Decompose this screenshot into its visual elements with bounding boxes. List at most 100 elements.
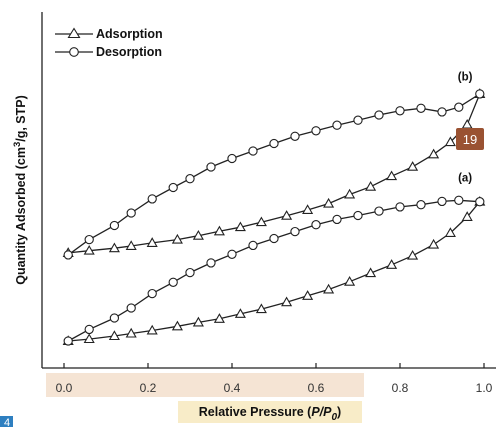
adsorption-point	[428, 148, 440, 159]
adsorption-point	[323, 197, 335, 208]
desorption-point	[353, 210, 363, 221]
adsorption-point	[344, 275, 356, 286]
desorption-point	[185, 267, 195, 278]
desorption-point	[185, 174, 195, 184]
legend-desorption-label: Desorption	[96, 45, 162, 59]
adsorption-point	[323, 283, 335, 294]
x-axis-title: Relative Pressure (P/P0)	[199, 405, 341, 423]
desorption-point	[248, 146, 258, 156]
desorption-point	[475, 197, 485, 207]
adsorption-point	[213, 225, 225, 236]
desorption-point	[269, 233, 279, 244]
legend-adsorption-label: Adsorption	[96, 27, 163, 41]
series-line-adsorption-b	[68, 93, 481, 254]
adsorption-point	[302, 204, 314, 214]
adsorption-point	[461, 118, 473, 129]
desorption-point	[353, 115, 363, 125]
adsorption-point	[108, 330, 120, 341]
desorption-point	[374, 110, 384, 120]
adsorption-point	[255, 216, 267, 227]
y-axis-title: Quantity Adsorbed (cm3/g, STP)	[12, 95, 28, 285]
desorption-point	[109, 220, 120, 231]
desorption-point	[374, 206, 384, 216]
adsorption-point	[407, 161, 419, 171]
desorption-point	[290, 131, 300, 141]
desorption-point	[290, 226, 300, 237]
desorption-point	[332, 120, 342, 130]
x-tick-label: 0.4	[224, 381, 241, 395]
desorption-point	[227, 153, 237, 164]
legend: Adsorption Desorption	[55, 27, 163, 59]
adsorption-point	[386, 259, 398, 269]
series-line-desorption-a	[67, 199, 480, 342]
adsorption-point	[146, 324, 158, 335]
desorption-point	[332, 214, 342, 225]
adsorption-point	[281, 296, 293, 307]
desorption-point	[248, 240, 258, 251]
desorption-point	[475, 89, 485, 99]
desorption-point	[311, 220, 321, 230]
legend-circle-icon	[69, 47, 79, 57]
adsorption-point	[125, 240, 137, 250]
x-tick-label: 0.6	[308, 381, 325, 395]
adsorption-point	[234, 308, 246, 318]
x-tick-label: 0.8	[392, 381, 409, 395]
series-layer	[62, 88, 486, 346]
desorption-point	[454, 102, 464, 112]
annotation-b: (b)	[458, 72, 473, 84]
adsorption-point	[171, 233, 183, 244]
adsorption-point	[171, 320, 183, 331]
desorption-point	[206, 162, 216, 172]
adsorption-point	[281, 210, 293, 220]
desorption-point	[147, 288, 157, 299]
desorption-point	[416, 200, 426, 210]
adsorption-point	[365, 180, 377, 191]
desorption-point	[126, 208, 136, 218]
x-tick-label: 0.0	[56, 381, 73, 395]
adsorption-point	[192, 316, 204, 327]
adsorption-point	[234, 221, 246, 232]
desorption-point	[269, 138, 279, 149]
adsorption-point	[428, 238, 440, 249]
annotation-a: (a)	[458, 173, 472, 185]
adsorption-point	[146, 237, 158, 247]
desorption-point	[206, 258, 216, 268]
desorption-point	[454, 195, 464, 205]
desorption-point	[395, 106, 405, 116]
x-tick-highlight	[46, 373, 364, 397]
desorption-point	[416, 103, 426, 113]
x-ticks: 0.0 0.2 0.4 0.6 0.8 1.0	[56, 363, 493, 395]
desorption-point	[63, 336, 73, 346]
series-line-adsorption-a	[68, 201, 481, 342]
desorption-point	[147, 194, 157, 204]
adsorption-point	[83, 333, 95, 344]
adsorption-point	[255, 303, 267, 314]
desorption-point	[109, 313, 120, 323]
adsorption-point	[83, 244, 95, 255]
desorption-point	[63, 250, 73, 260]
x-axis-title-highlight	[178, 401, 362, 423]
x-tick-label: 0.2	[140, 381, 157, 395]
adsorption-point	[407, 249, 419, 260]
legend-triangle-icon	[67, 27, 81, 39]
adsorption-point	[344, 188, 356, 199]
adsorption-point	[302, 290, 314, 300]
page-badge	[456, 128, 484, 150]
adsorption-point	[365, 267, 377, 278]
adsorption-point	[192, 229, 204, 240]
page-badge-text: 19	[463, 132, 477, 147]
desorption-point	[227, 249, 237, 259]
adsorption-point	[444, 136, 456, 147]
desorption-point	[437, 196, 447, 207]
adsorption-point	[444, 227, 456, 237]
corner-marker-text: 4	[4, 417, 10, 427]
x-tick-label: 1.0	[476, 381, 493, 395]
desorption-point	[168, 182, 178, 193]
adsorption-point	[213, 313, 225, 323]
adsorption-point	[125, 327, 137, 338]
corner-marker	[0, 416, 13, 427]
desorption-point	[84, 234, 94, 245]
desorption-point	[395, 202, 405, 212]
desorption-point	[126, 303, 136, 313]
